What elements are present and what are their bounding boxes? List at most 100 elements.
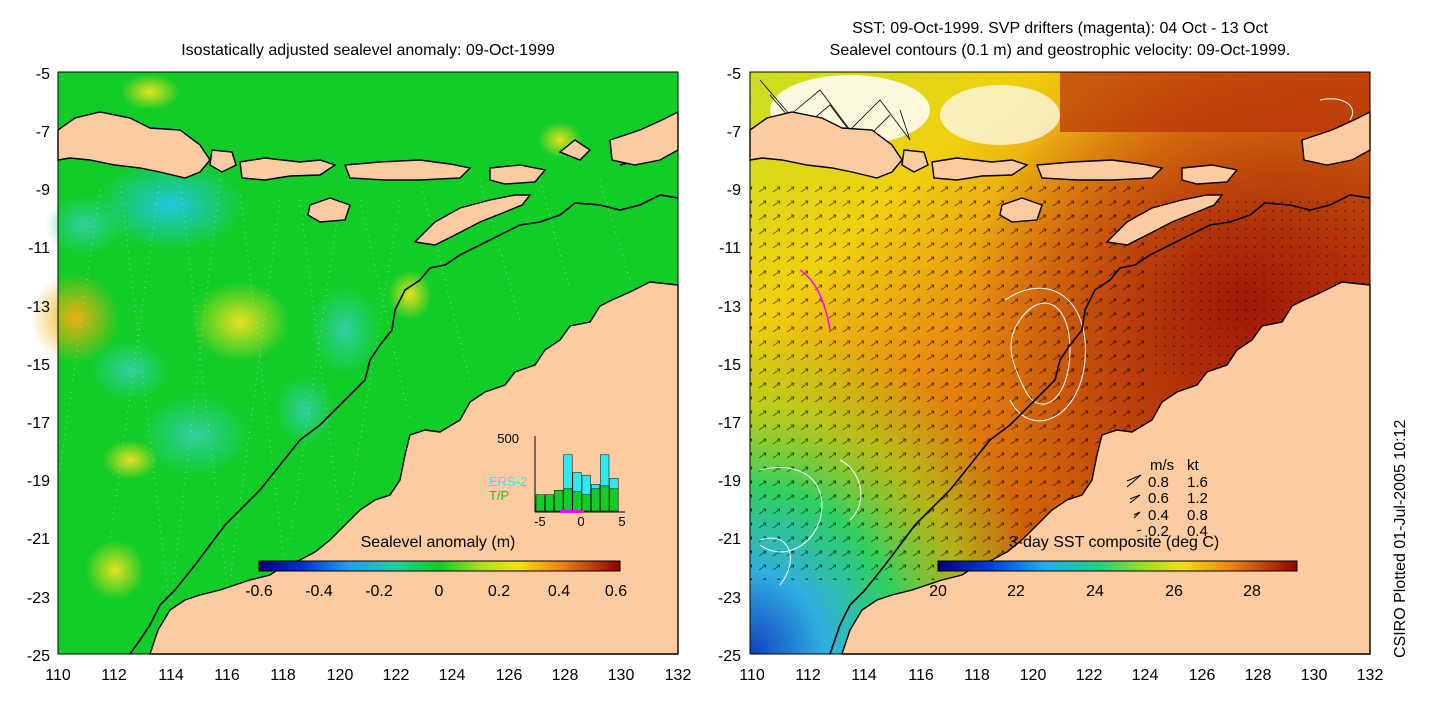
x-tick-label: 112: [795, 667, 821, 684]
sst-colorbar-tick: 22: [1007, 583, 1025, 600]
velocity-legend: m/s kt 0.8 1.6 0.6 1.2 0.4 0.8 0.2 0.4: [1126, 457, 1208, 540]
y-tick-label: -11: [719, 240, 741, 257]
x-tick-label: 118: [964, 667, 990, 684]
sla-colorbar-label: Sealevel anomaly (m): [361, 534, 516, 551]
inset-x-tick: 5: [618, 514, 625, 529]
sst-colorbar-tick: 24: [1086, 583, 1104, 600]
y-tick-label: -19: [27, 473, 50, 490]
y-tick-label: -21: [27, 531, 50, 548]
x-tick-label: 128: [1245, 667, 1272, 684]
x-tick-label: 110: [739, 667, 765, 684]
inset-bar-tp: [590, 488, 601, 512]
legend-ms: 0.8: [1148, 474, 1169, 491]
y-tick-label: -13: [718, 299, 741, 316]
x-tick-label: 114: [851, 667, 877, 684]
y-tick-label: -9: [727, 182, 741, 199]
left-x-axis: 110 112 114 116 118 120 122 124 126 128 …: [45, 667, 691, 684]
inset-bar-tp: [535, 494, 545, 512]
x-tick-label: 120: [327, 667, 354, 684]
x-tick-label: 132: [1357, 667, 1384, 684]
legend-arrow-icon: [1129, 494, 1141, 504]
inset-x-tick: -5: [534, 514, 546, 529]
x-tick-label: 130: [608, 667, 635, 684]
legend-ms: 0.6: [1148, 490, 1169, 507]
sla-colorbar-tick: 0.6: [605, 583, 627, 600]
x-tick-label: 118: [270, 667, 296, 684]
sst-colorbar: 3-day SST composite (deg C) 20 22 24 26 …: [929, 534, 1298, 600]
legend-kt: 1.6: [1187, 474, 1208, 491]
y-tick-label: -15: [718, 357, 741, 374]
inset-bar-tp: [572, 491, 582, 512]
sla-colorbar-tick: 0: [435, 583, 444, 600]
inset-x-tick: 0: [577, 514, 584, 529]
y-tick-label: -21: [718, 531, 741, 548]
right-panel-title-line2: Sealevel contours (0.1 m) and geostrophi…: [829, 42, 1291, 59]
y-tick-label: -17: [718, 415, 741, 432]
legend-header-ms: m/s: [1150, 457, 1174, 474]
sealevel-anomaly-map: -5 -7 -9 -11 -13 -15 -17 -19 -21 -23 -25…: [27, 66, 692, 684]
sealevel-contours: [759, 98, 1353, 586]
x-tick-label: 130: [1301, 667, 1328, 684]
legend-kt: 0.8: [1187, 507, 1208, 524]
x-tick-label: 126: [1189, 667, 1216, 684]
right-y-axis: -5 -7 -9 -11 -13 -15 -17 -19 -21 -23 -25: [718, 66, 741, 665]
left-panel-title: Isostatically adjusted sealevel anomaly:…: [181, 42, 555, 59]
sla-colorbar: Sealevel anomaly (m) -0.6 -0.4 -0.2 0 0.…: [245, 534, 627, 600]
inset-bar-tp: [554, 490, 564, 512]
y-tick-label: -19: [718, 473, 741, 490]
y-tick-label: -7: [36, 124, 50, 141]
inset-bars: [535, 454, 619, 512]
left-y-axis: -5 -7 -9 -11 -13 -15 -17 -19 -21 -23 -25: [27, 66, 50, 665]
sst-map: -5 -7 -9 -11 -13 -15 -17 -19 -21 -23 -25…: [718, 66, 1384, 684]
inset-bar-tp: [609, 488, 619, 512]
x-tick-label: 124: [1132, 667, 1159, 684]
y-tick-label: -11: [28, 240, 50, 257]
x-tick-label: 116: [214, 667, 240, 684]
inset-bar-tp: [600, 485, 610, 512]
y-tick-label: -23: [718, 590, 741, 607]
x-tick-label: 122: [1076, 667, 1103, 684]
legend-arrow-icon: [1133, 511, 1141, 519]
inset-range-marker: [560, 510, 584, 513]
y-tick-label: -7: [727, 124, 741, 141]
legend-ms: 0.2: [1148, 523, 1169, 540]
inset-bar-tp: [581, 494, 591, 512]
sst-colorbar-label: 3-day SST composite (deg C): [1009, 534, 1219, 551]
x-tick-label: 116: [908, 667, 934, 684]
x-tick-label: 110: [45, 667, 71, 684]
legend-kt: 1.2: [1187, 490, 1208, 507]
x-tick-label: 120: [1020, 667, 1047, 684]
sst-colorbar-tick: 20: [929, 583, 947, 600]
y-tick-label: -13: [27, 299, 50, 316]
x-tick-label: 128: [552, 667, 579, 684]
y-tick-label: -17: [27, 415, 50, 432]
y-tick-label: -15: [27, 357, 50, 374]
drifter-tracks: [799, 269, 831, 331]
x-tick-label: 112: [101, 667, 127, 684]
inset-y-max-label: 500: [497, 431, 519, 446]
legend-kt: 0.4: [1187, 523, 1208, 540]
plot-credit-text: CSIRO Plotted 01-Jul-2005 10:12: [1392, 419, 1409, 658]
inset-label-tp: T/P: [489, 488, 509, 503]
inset-bar-tp: [563, 488, 573, 512]
legend-ms: 0.4: [1148, 507, 1169, 524]
inset-bar-tp: [544, 494, 555, 512]
x-tick-label: 124: [439, 667, 466, 684]
y-tick-label: -5: [36, 66, 50, 83]
sla-colorbar-tick: 0.2: [488, 583, 510, 600]
sla-colorbar-tick: 0.4: [548, 583, 570, 600]
sla-colorbar-tick: -0.4: [305, 583, 333, 600]
x-tick-label: 114: [158, 667, 184, 684]
y-tick-label: -9: [36, 182, 50, 199]
y-tick-label: -23: [27, 590, 50, 607]
sst-colorbar-tick: 28: [1243, 583, 1261, 600]
inset-histogram: 500 ERS-2 T/P -5 0 5: [489, 431, 626, 529]
legend-arrow-icon: [1126, 474, 1142, 488]
inset-label-ers2: ERS-2: [489, 474, 527, 489]
x-tick-label: 122: [383, 667, 410, 684]
x-tick-label: 132: [665, 667, 692, 684]
sla-colorbar-tick: -0.6: [245, 583, 273, 600]
right-x-axis: 110 112 114 116 118 120 122 124 126 128 …: [739, 667, 1383, 684]
y-tick-label: -25: [718, 648, 741, 665]
x-tick-label: 126: [496, 667, 523, 684]
